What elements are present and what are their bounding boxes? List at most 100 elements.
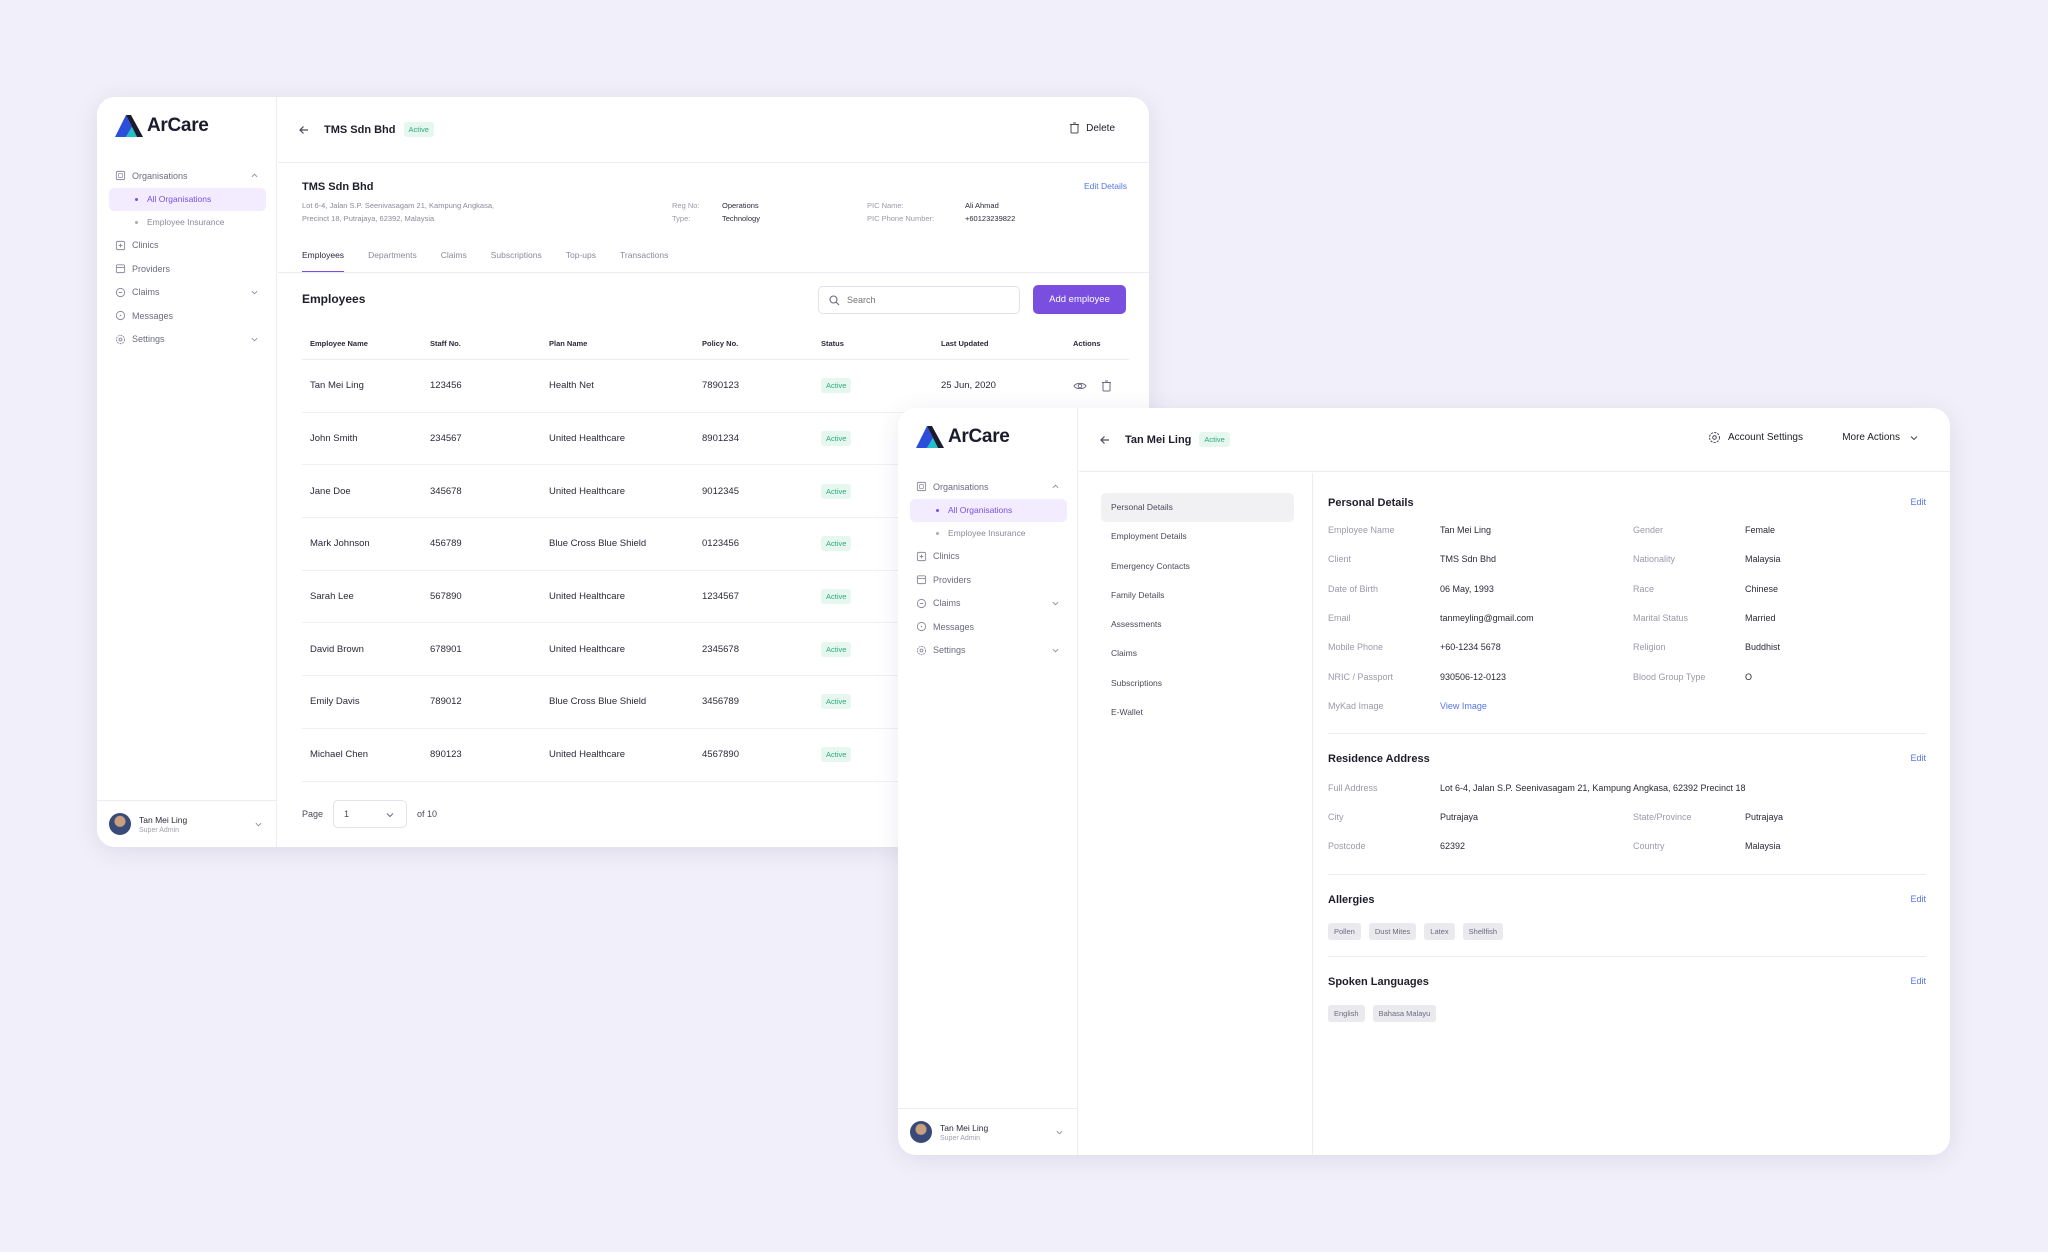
sidebar-item-employee-insurance[interactable]: Employee Insurance xyxy=(109,211,266,234)
field-value: 06 May, 1993 xyxy=(1440,583,1494,594)
table-row[interactable]: David Brown 678901 United Healthcare 234567… xyxy=(302,623,1129,677)
delete-button[interactable]: Delete xyxy=(1069,122,1115,134)
user-menu[interactable]: Tan Mei Ling Super Admin xyxy=(97,800,276,847)
logo[interactable]: ArCare xyxy=(115,115,209,137)
sidebar-item-all-organisations[interactable]: All Organisations xyxy=(910,498,1067,522)
logo[interactable]: ArCare xyxy=(916,426,1010,448)
subnav-personal-details[interactable]: Personal Details xyxy=(1101,493,1294,523)
calendar-icon xyxy=(916,575,927,585)
table-row[interactable]: Tan Mei Ling 123456 Health Net 7890123 Activ… xyxy=(302,360,1129,413)
add-employee-button[interactable]: Add employee xyxy=(1033,285,1126,314)
tab-departments[interactable]: Departments xyxy=(368,250,417,260)
table-row[interactable]: Sarah Lee 567890 United Healthcare 1234567 A… xyxy=(302,571,1129,624)
search-input[interactable] xyxy=(847,295,997,305)
plan-name: Blue Cross Blue Shield xyxy=(549,696,647,708)
status-badge: Active xyxy=(821,694,852,710)
field-value: 930506-12-0123 xyxy=(1440,671,1507,682)
employee-name: Tan Mei Ling xyxy=(310,380,364,392)
tab-employees[interactable]: Employees xyxy=(302,250,345,273)
column-header[interactable]: Policy No. xyxy=(702,339,739,348)
tab-claims[interactable]: Claims xyxy=(440,250,467,260)
field-label: NRIC / Passport xyxy=(1328,671,1394,682)
section-title: Spoken Languages xyxy=(1328,976,1429,988)
edit-languages-link[interactable]: Edit xyxy=(1910,976,1926,986)
field-value: +60-1234 5678 xyxy=(1440,642,1501,653)
trash-icon[interactable] xyxy=(1101,380,1112,392)
subnav-emergency-contacts[interactable]: Emergency Contacts xyxy=(1111,560,1190,571)
status-badge: Active xyxy=(821,483,852,499)
message-icon xyxy=(916,622,927,632)
edit-residence-link[interactable]: Edit xyxy=(1910,753,1926,763)
user-menu[interactable]: Tan Mei Ling Super Admin xyxy=(898,1108,1077,1155)
delete-label: Delete xyxy=(1086,122,1115,134)
field-value: Lot 6-4, Jalan S.P. Seenivasagam 21, Kam… xyxy=(1440,783,1746,793)
section-title: Residence Address xyxy=(1328,753,1430,765)
table-row[interactable]: Michael Chen 890123 United Healthcare 45678… xyxy=(302,729,1129,782)
column-header[interactable]: Staff No. xyxy=(430,339,461,348)
sidebar-item-claims[interactable]: Claims xyxy=(910,592,1067,616)
sidebar-item-all-organisations[interactable]: All Organisations xyxy=(109,187,266,211)
tab-transactions[interactable]: Transactions xyxy=(620,250,669,260)
avatar xyxy=(910,1121,932,1143)
sidebar-item-settings[interactable]: Settings xyxy=(109,328,266,352)
column-header[interactable]: Status xyxy=(821,339,844,348)
column-header[interactable]: Plan Name xyxy=(549,339,588,348)
sidebar-item-organisations[interactable]: Organisations xyxy=(109,164,266,188)
search-box[interactable] xyxy=(818,286,1020,314)
table-row[interactable]: Jane Doe 345678 United Healthcare 9012345 Ac… xyxy=(302,465,1129,519)
plan-name: United Healthcare xyxy=(549,433,626,445)
edit-details-link[interactable]: Edit Details xyxy=(1084,181,1127,191)
table-row[interactable]: John Smith 234567 United Healthcare 8901234… xyxy=(302,413,1129,466)
table-row[interactable]: Mark Johnson 456789 Blue Cross Blue Shield… xyxy=(302,518,1129,571)
user-role: Super Admin xyxy=(940,1134,981,1142)
table-body: Tan Mei Ling 123456 Health Net 7890123 Activ… xyxy=(302,360,1129,782)
field-label: Email xyxy=(1328,612,1351,623)
page-select[interactable]: 1 xyxy=(333,800,408,828)
more-actions-button[interactable]: More Actions xyxy=(1842,432,1918,443)
sidebar-item-claims[interactable]: Claims xyxy=(109,281,266,305)
section-title: Employees xyxy=(302,292,366,306)
brand-name: ArCare xyxy=(948,426,1010,447)
subnav-assessments[interactable]: Assessments xyxy=(1111,619,1162,630)
field-value: 62392 xyxy=(1440,841,1466,851)
allergies-section: Allergies Edit Pollen Dust Mites Latex Shel… xyxy=(1328,875,1926,957)
sidebar-item-employee-insurance[interactable]: Employee Insurance xyxy=(910,522,1067,545)
sidebar-item-providers[interactable]: Providers xyxy=(109,257,266,281)
employee-name: Emily Davis xyxy=(310,696,360,708)
sidebar-item-clinics[interactable]: Clinics xyxy=(109,234,266,258)
column-header[interactable]: Employee Name xyxy=(310,339,368,348)
subnav-subscriptions[interactable]: Subscriptions xyxy=(1111,677,1163,688)
last-updated: 25 Jun, 2020 xyxy=(941,380,996,392)
sidebar-item-providers[interactable]: Providers xyxy=(910,568,1067,592)
back-arrow-icon[interactable] xyxy=(1099,434,1111,446)
sidebar-item-clinics[interactable]: Clinics xyxy=(910,545,1067,569)
edit-personal-link[interactable]: Edit xyxy=(1910,497,1926,507)
view-image-link[interactable]: View Image xyxy=(1440,700,1487,711)
sidebar-item-messages[interactable]: Messages xyxy=(910,615,1067,639)
logo-mark-icon xyxy=(115,115,143,137)
tag-chip: English xyxy=(1328,1005,1365,1022)
sidebar-item-settings[interactable]: Settings xyxy=(910,639,1067,663)
gear-icon xyxy=(916,645,927,655)
field-label: Gender xyxy=(1633,525,1664,535)
chevron-down-icon xyxy=(1052,648,1059,652)
account-settings-button[interactable]: Account Settings xyxy=(1708,431,1803,444)
table-row[interactable]: Emily Davis 789012 Blue Cross Blue Shield 3… xyxy=(302,676,1129,729)
subnav-employment-details[interactable]: Employment Details xyxy=(1111,531,1187,542)
edit-allergies-link[interactable]: Edit xyxy=(1910,894,1926,904)
field-label: Mobile Phone xyxy=(1328,642,1384,653)
sidebar-item-organisations[interactable]: Organisations xyxy=(910,475,1067,499)
tab-subscriptions[interactable]: Subscriptions xyxy=(490,250,542,260)
bullet-icon xyxy=(135,197,138,201)
subnav-family-details[interactable]: Family Details xyxy=(1111,589,1165,600)
subnav-claims[interactable]: Claims xyxy=(1111,648,1137,659)
sidebar-item-messages[interactable]: Messages xyxy=(109,304,266,328)
field-label: Religion xyxy=(1633,642,1666,653)
sidebar-item-label: All Organisations xyxy=(948,505,1013,515)
tab-top-ups[interactable]: Top-ups xyxy=(565,250,596,260)
calendar-icon xyxy=(115,264,126,274)
column-header[interactable]: Last Updated xyxy=(941,339,989,348)
back-arrow-icon[interactable] xyxy=(298,124,310,136)
eye-icon[interactable] xyxy=(1073,381,1087,391)
subnav-e-wallet[interactable]: E-Wallet xyxy=(1111,707,1143,718)
